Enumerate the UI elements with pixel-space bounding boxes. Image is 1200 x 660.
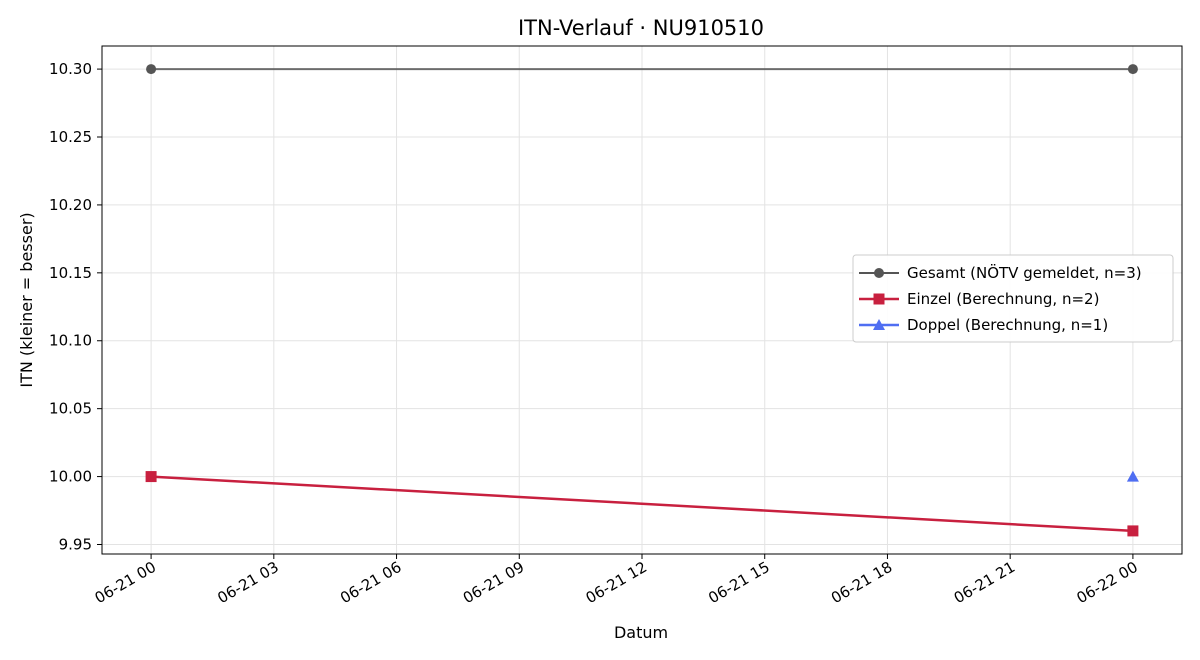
data-point-gesamt xyxy=(1127,64,1138,75)
data-point-einzel xyxy=(1127,525,1139,537)
grid xyxy=(102,46,1182,554)
series-einzel xyxy=(145,471,1139,537)
legend-label-einzel: Einzel (Berechnung, n=2) xyxy=(907,290,1099,308)
legend-label-doppel: Doppel (Berechnung, n=1) xyxy=(907,316,1108,334)
y-tick-label: 10.05 xyxy=(49,400,92,418)
data-point-doppel xyxy=(1126,470,1139,482)
y-tick-label: 10.25 xyxy=(49,128,92,146)
y-tick-label: 10.20 xyxy=(49,196,92,214)
legend-marker-einzel xyxy=(873,293,885,305)
data-point-gesamt xyxy=(146,64,157,75)
y-tick-label: 10.15 xyxy=(49,264,92,282)
data-point-einzel xyxy=(145,471,157,483)
series-line-einzel xyxy=(151,475,1133,533)
series-layer xyxy=(145,64,1139,537)
legend-label-gesamt: Gesamt (NÖTV gemeldet, n=3) xyxy=(907,263,1142,282)
y-tick-label: 10.30 xyxy=(49,60,92,78)
legend: Gesamt (NÖTV gemeldet, n=3) Einzel (Berec… xyxy=(852,254,1174,343)
y-tick-label: 10.00 xyxy=(49,468,92,486)
series-doppel xyxy=(1126,470,1139,482)
x-axis-label: Datum xyxy=(614,623,668,642)
chart-title: ITN-Verlauf · NU910510 xyxy=(518,16,764,40)
legend-box xyxy=(852,254,1174,343)
y-tick-label: 9.95 xyxy=(59,535,92,553)
y-axis-label: ITN (kleiner = besser) xyxy=(17,212,36,387)
legend-marker-gesamt xyxy=(874,268,884,278)
y-tick-label: 10.10 xyxy=(49,332,92,350)
legend-marker-doppel xyxy=(873,319,885,330)
series-gesamt xyxy=(146,64,1138,75)
